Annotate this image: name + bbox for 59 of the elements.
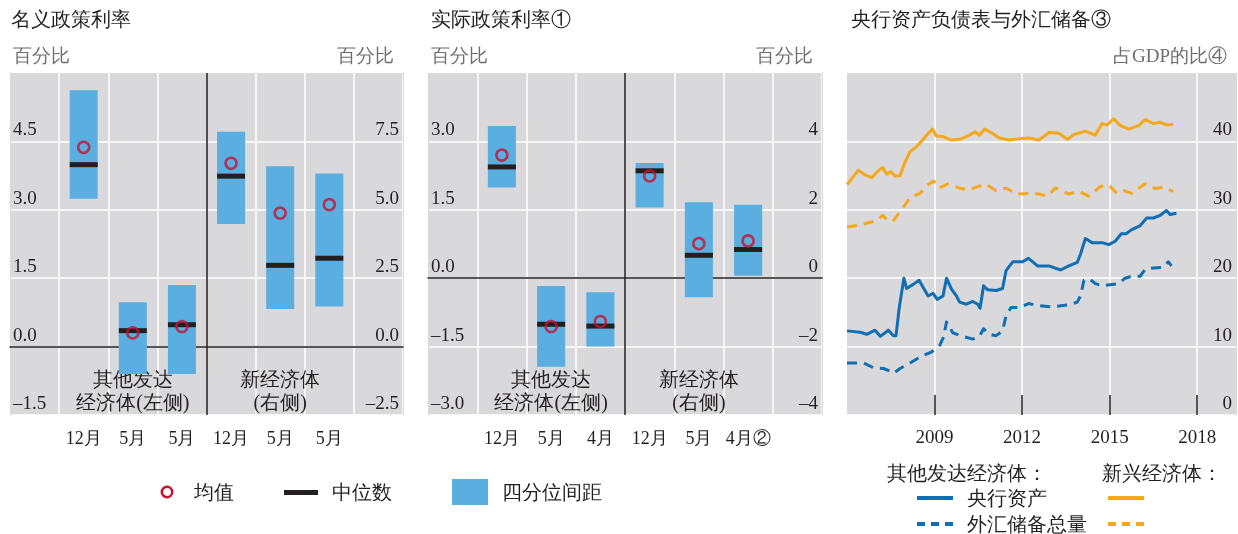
y-axis-title: 百分比 [13, 45, 70, 66]
y-tick-label: 30 [1213, 186, 1232, 208]
text: 中位数 [332, 479, 392, 505]
x-tick-label: 5月 [315, 428, 343, 448]
y-axis-title: 占GDP的比④ [1112, 45, 1227, 66]
x-tick-label: 5月 [685, 428, 713, 448]
y-tick-label: –1.5 [430, 323, 465, 345]
y2-tick-label: 0.0 [375, 323, 399, 345]
y2-axis-title: 百分比 [756, 45, 813, 66]
x-tick-label: 12月 [483, 428, 520, 448]
y2-tick-label: –2.5 [364, 392, 399, 413]
y2-tick-label: 2.5 [375, 255, 399, 277]
x-tick-label: 5月 [168, 428, 196, 448]
x-tick-label: 2012 [1003, 426, 1042, 447]
legend-label: 外汇储备总量 [967, 511, 1087, 534]
chart-title: 央行资产负债表与外汇储备③ [851, 8, 1111, 30]
y-tick-label: 0.0 [431, 255, 455, 277]
y-tick-label: 20 [1213, 255, 1232, 277]
y-tick-label: 40 [1213, 118, 1232, 140]
chart-title: 名义政策利率 [11, 8, 131, 30]
y-tick-label: 1.5 [431, 186, 455, 208]
x-tick-label: 5月 [119, 428, 147, 448]
y2-axis-title: 百分比 [337, 45, 394, 66]
y2-tick-label: 2 [808, 186, 818, 208]
x-tick-label: 2018 [1178, 426, 1217, 447]
y-tick-label: 4.5 [13, 118, 37, 140]
y2-tick-label: 4 [808, 118, 819, 140]
y-tick-label: –1.5 [12, 392, 47, 413]
y2-tick-label: –4 [798, 392, 819, 413]
annotation: 其他发达经济体(左侧) [494, 367, 608, 414]
x-tick-label: 2015 [1090, 426, 1129, 447]
y-tick-label: 3.0 [431, 118, 455, 140]
y-axis-title: 百分比 [431, 45, 488, 66]
x-tick-label: 12月 [631, 428, 668, 448]
y2-tick-label: 7.5 [375, 118, 399, 140]
legend-label: 央行资产 [967, 485, 1047, 511]
x-tick-label: 5月 [266, 428, 294, 448]
x-tick-label: 2009 [915, 426, 954, 447]
y-tick-label: 1.5 [13, 255, 37, 277]
y-tick-label: 0.0 [13, 323, 37, 345]
text: 均值 [194, 479, 234, 505]
y2-tick-label: –2 [798, 323, 818, 345]
annotation: 新经济体(右侧) [240, 367, 321, 414]
y2-tick-label: 5.0 [375, 186, 399, 208]
y2-tick-label: 0 [808, 255, 818, 277]
x-tick-label: 4月 [586, 428, 614, 448]
x-tick-label: 12月 [213, 428, 250, 448]
text: 其他发达经济体： [887, 461, 1047, 486]
text: 四分位间距 [502, 479, 602, 505]
y-tick-label: –3.0 [430, 392, 465, 413]
text: 新兴经济体： [1102, 461, 1222, 486]
x-tick-label: 12月 [65, 428, 102, 448]
x-tick-label: 4月② [725, 428, 771, 448]
x-tick-label: 5月 [537, 428, 565, 448]
y-tick-label: 3.0 [13, 186, 37, 208]
chart-title: 实际政策利率① [431, 8, 571, 30]
y-tick-label: 0 [1222, 392, 1232, 413]
y-tick-label: 10 [1213, 323, 1232, 345]
annotation: 新经济体(右侧) [658, 367, 739, 414]
